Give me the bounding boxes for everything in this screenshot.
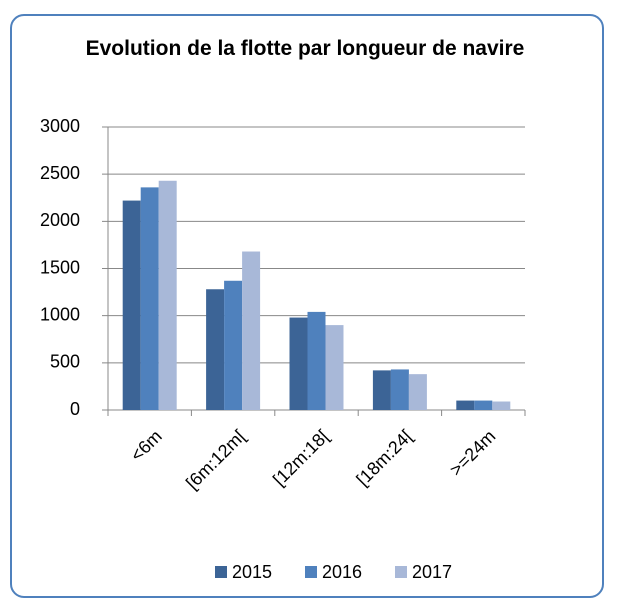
bar — [372, 370, 391, 410]
bar — [242, 251, 261, 410]
y-tick-label: 500 — [50, 352, 80, 372]
y-tick-label: 3000 — [40, 116, 80, 136]
y-tick-label: 1000 — [40, 304, 80, 324]
bar — [474, 400, 493, 410]
chart-title: Evolution de la flotte par longueur de n… — [85, 37, 525, 60]
chart-frame — [10, 14, 604, 598]
y-tick-label: 2000 — [40, 210, 80, 230]
legend-label: 2015 — [232, 562, 272, 582]
legend-swatch — [215, 566, 227, 578]
y-tick-label: 2500 — [40, 163, 80, 183]
x-tick-label: >=24m — [446, 426, 500, 480]
x-tick-label: [18m:24[ — [352, 426, 416, 490]
bar — [307, 311, 326, 410]
bar — [408, 374, 427, 410]
bar — [206, 289, 225, 410]
bar — [122, 200, 141, 410]
legend-swatch — [305, 566, 317, 578]
y-tick-label: 1500 — [40, 257, 80, 277]
bar — [224, 280, 243, 410]
x-tick-label: [6m:12m[ — [182, 426, 249, 493]
y-tick-label: 0 — [70, 399, 80, 419]
bar — [140, 187, 159, 410]
bar — [158, 180, 177, 410]
bar — [325, 325, 344, 410]
bar — [390, 369, 409, 410]
bar — [492, 401, 511, 410]
x-tick-label: <6m — [127, 426, 166, 465]
x-tick-label: [12m:18[ — [269, 426, 333, 490]
legend-label: 2016 — [322, 562, 362, 582]
bar — [289, 317, 308, 410]
legend-label: 2017 — [412, 562, 452, 582]
legend-swatch — [395, 566, 407, 578]
bar — [456, 400, 475, 410]
